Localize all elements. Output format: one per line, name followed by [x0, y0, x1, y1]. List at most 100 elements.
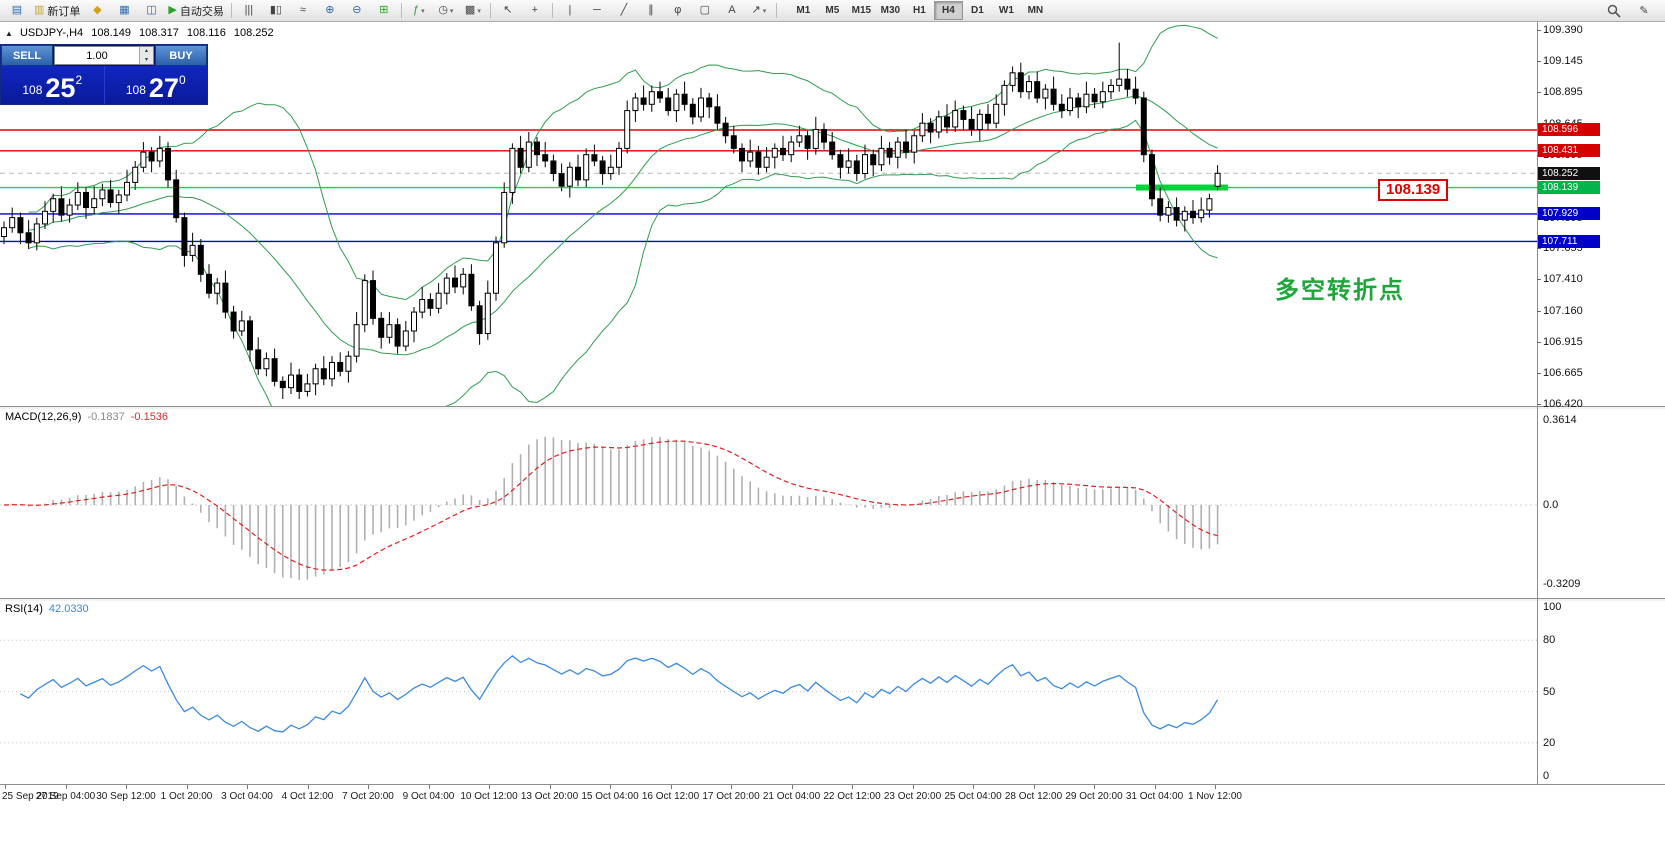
candlestick-chart-icon[interactable]: ▮▯	[263, 1, 289, 21]
price-axis-tick	[1537, 30, 1541, 31]
time-axis-label: 28 Oct 12:00	[1004, 791, 1063, 802]
macd-indicator-label: MACD(12,26,9) -0.1837 -0.1536	[5, 411, 168, 423]
time-axis-tick	[65, 785, 67, 789]
arrows-icon[interactable]: ↗ ▾	[746, 1, 772, 21]
shapes-icon: ▢	[699, 4, 711, 16]
time-axis-tick	[549, 785, 551, 789]
timeframe-d1[interactable]: D1	[970, 5, 984, 16]
shapes-icon[interactable]: ▢	[692, 1, 718, 21]
cursor-icon[interactable]: ↖	[495, 1, 521, 21]
bollinger-middle	[28, 95, 1218, 356]
edit-icon[interactable]: ✎	[1639, 5, 1649, 17]
timeframe-mn[interactable]: MN	[1027, 5, 1044, 16]
panel-splitter-rsi[interactable]	[0, 598, 1665, 601]
high-value: 108.317	[139, 27, 179, 39]
collapse-panel-icon[interactable]: ▲	[5, 29, 13, 38]
indicators-icon: ƒ	[413, 4, 420, 16]
bar-chart-icon: |||	[244, 4, 254, 16]
time-axis-tick	[186, 785, 188, 789]
new-order-button[interactable]: ▥ 新订单	[31, 1, 83, 21]
timeframe-h1[interactable]: H1	[912, 5, 926, 16]
rsi-axis-label: 0	[1543, 770, 1550, 782]
time-axis-label: 3 Oct 04:00	[221, 791, 273, 802]
price-callout[interactable]: 108.139	[1378, 179, 1449, 201]
sell-button[interactable]: SELL	[1, 45, 53, 66]
time-axis-label: 1 Oct 20:00	[160, 791, 213, 802]
time-axis-tick	[247, 785, 248, 789]
volume-control[interactable]: 1.00 ▴ ▾	[54, 46, 154, 65]
price-tag-108.596: 108.596	[1538, 123, 1600, 137]
toolbar-separator	[551, 3, 553, 18]
volume-increase-button[interactable]: ▴	[140, 47, 153, 56]
macd-axis-label: -0.3209	[1543, 578, 1581, 590]
timeframe-m30[interactable]: M30	[880, 5, 901, 16]
toolbar-right: ✎	[1601, 1, 1657, 21]
time-axis-tick	[670, 785, 672, 789]
rsi-indicator-canvas[interactable]	[0, 600, 1537, 784]
crosshair-icon[interactable]: +	[522, 1, 548, 21]
crosshair-icon: +	[531, 4, 539, 16]
time-axis-tick	[852, 785, 853, 789]
fibonacci-icon[interactable]: φ	[665, 1, 691, 21]
price-tag-108.139: 108.139	[1538, 181, 1600, 195]
tile-windows-icon[interactable]: ⊞	[371, 1, 397, 21]
time-axis[interactable]: 25 Sep 2019 27 Sep 04:00 30 Sep 12:00 1 Oct…	[0, 784, 1665, 807]
vertical-line-icon[interactable]: |	[557, 1, 583, 21]
rsi-level-label: 80	[1543, 634, 1556, 647]
price-axis-label: 106.665	[1543, 367, 1583, 380]
main-chart-canvas[interactable]	[0, 22, 1537, 406]
search-icon[interactable]	[1601, 1, 1627, 21]
dropdown-caret: ▾	[421, 7, 425, 15]
channel-icon[interactable]: ∥	[638, 1, 664, 21]
arrows-icon: ↗	[751, 4, 761, 16]
timeframe-m5[interactable]: M5	[825, 5, 840, 16]
autotrading-button[interactable]: ▶ 自动交易	[165, 1, 226, 21]
timeframe-m15[interactable]: M15	[851, 5, 872, 16]
autotrading-icon: ▶	[168, 4, 177, 16]
macd-indicator-canvas[interactable]	[0, 408, 1537, 598]
time-axis-tick	[1154, 785, 1156, 789]
zoom-in-icon: ⊕	[325, 4, 335, 16]
panel-splitter-macd[interactable]	[0, 406, 1665, 409]
timeframe-w1[interactable]: W1	[998, 5, 1014, 16]
market-watch-icon[interactable]: ▦	[111, 1, 137, 21]
templates-icon[interactable]: ▩ ▾	[460, 1, 486, 21]
market-watch-icon: ▦	[119, 4, 130, 16]
time-axis-label: 21 Oct 04:00	[762, 791, 821, 802]
autotrading-button-label: 自动交易	[179, 5, 224, 18]
zoom-out-icon[interactable]: ⊖	[344, 1, 370, 21]
buy-button[interactable]: BUY	[155, 45, 207, 66]
buy-price[interactable]: 108 27 0	[125, 73, 186, 104]
charts-profile-icon[interactable]: ◆	[84, 1, 110, 21]
time-axis-tick	[5, 785, 6, 789]
highlight-segment	[1136, 184, 1228, 191]
rsi-value: 42.0330	[48, 603, 89, 615]
bar-chart-icon[interactable]: |||	[236, 1, 262, 21]
trendline-icon[interactable]: ╱	[611, 1, 637, 21]
timeframe-m1[interactable]: M1	[796, 5, 811, 16]
price-axis-tick	[1537, 92, 1541, 94]
data-window-icon[interactable]: ◫	[138, 1, 164, 21]
timeframe-toolbar: M1 M5 M15 M30 H1 H4 D1 W1 MN	[789, 1, 1050, 20]
volume-decrease-button[interactable]: ▾	[140, 55, 153, 64]
price-axis-tick	[1537, 310, 1541, 312]
price-axis-tick	[1537, 404, 1541, 405]
macd-signal-value: -0.1536	[130, 411, 169, 423]
level-lines	[0, 129, 1537, 243]
sell-price[interactable]: 108 25 2	[22, 73, 83, 104]
periods-icon[interactable]: ◷ ▾	[433, 1, 459, 21]
time-axis-label: 27 Sep 04:00	[35, 791, 96, 802]
timeframe-h4[interactable]: H4	[933, 1, 963, 20]
app-icon[interactable]: ▤	[4, 1, 30, 21]
text-icon[interactable]: A	[719, 1, 745, 21]
price-axis-label: 108.895	[1543, 86, 1583, 99]
horizontal-line-icon[interactable]: ─	[584, 1, 610, 21]
main-toolbar: ▤ ▥ 新订单 ◆ ▦ ◫ ▶ 自动交易 ||| ▮▯ ≈ ⊕ ⊖ ⊞ ƒ ▾ ◷ ▾ ▩ ▾ ↖ + | ─ ╱ ∥ φ ▢ A ↗ ▾ M…	[0, 0, 1665, 22]
indicators-icon[interactable]: ƒ ▾	[406, 1, 432, 21]
line-chart-icon[interactable]: ≈	[290, 1, 316, 21]
open-value: 108.149	[91, 27, 131, 39]
time-axis-tick	[1094, 785, 1095, 789]
zoom-in-icon[interactable]: ⊕	[317, 1, 343, 21]
price-scale-border	[1537, 22, 1538, 784]
toolbar-separator	[489, 3, 491, 18]
